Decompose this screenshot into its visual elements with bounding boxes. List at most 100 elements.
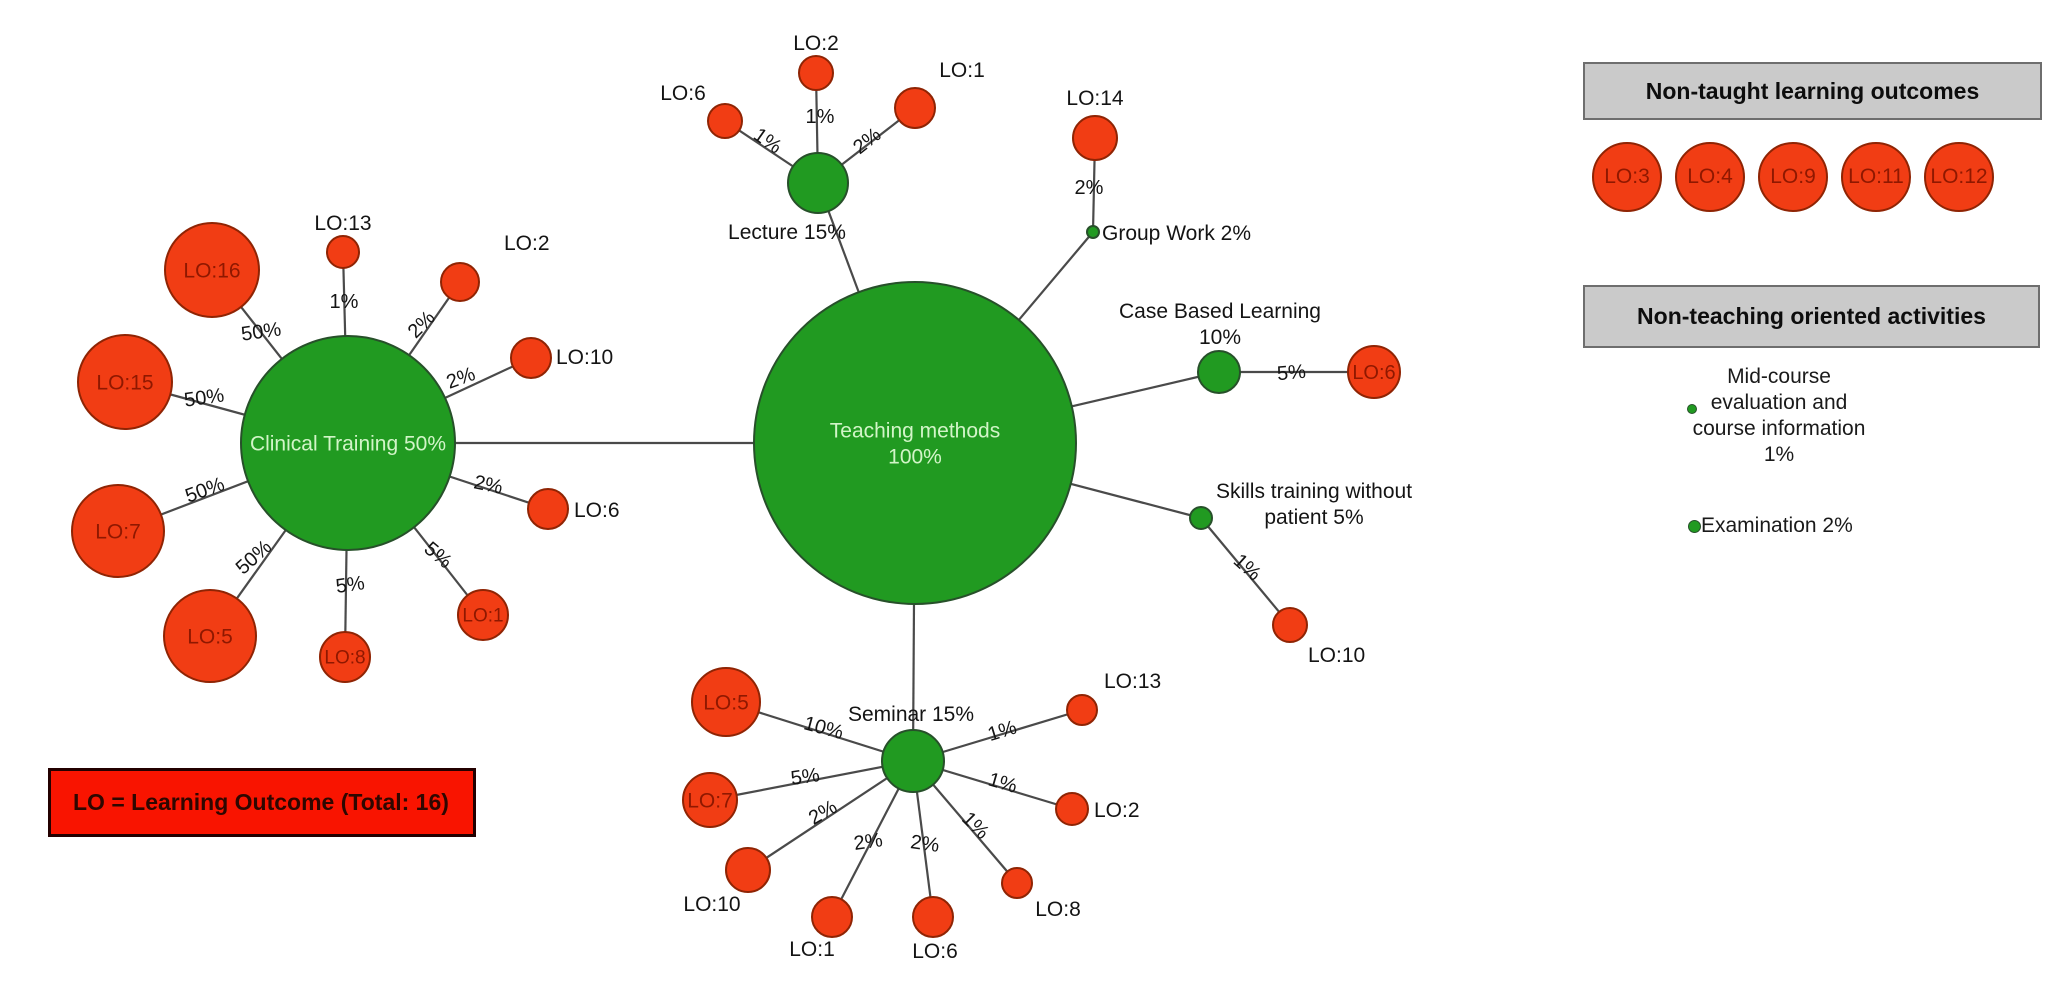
non-taught-outcome-circle: LO:4	[1675, 142, 1745, 212]
label-m6: LO:6	[912, 940, 958, 963]
node-c13	[326, 235, 360, 269]
edge-label-cbl-b6: 5%	[1276, 361, 1307, 385]
non-taught-outcome-circle: LO:3	[1592, 142, 1662, 212]
edge-label-lecture-l6: 1%	[749, 124, 785, 159]
label-c2: LO:2	[504, 232, 550, 255]
label-c5: LO:5	[187, 625, 233, 648]
edge-label-seminar-m7: 5%	[789, 764, 821, 790]
label-c7: LO:7	[95, 520, 141, 543]
label-m2: LO:2	[1094, 799, 1140, 822]
label-m1: LO:1	[789, 938, 835, 961]
node-c5	[163, 589, 257, 683]
label-c1: LO:1	[462, 606, 503, 627]
label-m8: LO:8	[1035, 898, 1081, 921]
examination-label: Examination 2%	[1701, 514, 1853, 537]
non-taught-outcome-label: LO:9	[1770, 165, 1816, 188]
label-m13: LO:13	[1104, 670, 1161, 693]
node-c15	[77, 334, 173, 430]
midcourse-line: course information	[1692, 417, 1866, 440]
legend-box: LO = Learning Outcome (Total: 16)	[48, 768, 476, 837]
non-taught-title: Non-taught learning outcomes	[1645, 77, 1980, 104]
non-taught-outcome-label: LO:11	[1848, 165, 1904, 188]
node-c16	[164, 222, 260, 318]
node-l6	[707, 103, 743, 139]
non-taught-outcome-circle: LO:12	[1924, 142, 1994, 212]
node-clinical	[240, 335, 456, 551]
label-l6: LO:6	[660, 82, 706, 105]
non-taught-outcome-circle: LO:9	[1758, 142, 1828, 212]
node-m6	[912, 896, 954, 938]
edge-label-lecture-l2: 1%	[806, 106, 835, 128]
edge-label-seminar-m6: 2%	[909, 831, 941, 857]
label-c10: LO:10	[556, 346, 613, 369]
edge-skills-s10	[1200, 517, 1291, 626]
edge-label-groupwork-g14: 2%	[1075, 177, 1104, 199]
node-g14	[1072, 115, 1118, 161]
node-c10	[510, 337, 552, 379]
midcourse-line: Mid-course	[1727, 365, 1831, 388]
edge-label-clinical-c10: 2%	[444, 363, 479, 394]
non-taught-outcome-circle: LO:11	[1841, 142, 1911, 212]
label-teaching: Teaching methods 100%	[830, 419, 1000, 468]
label-g14: LO:14	[1066, 87, 1124, 110]
edge-label-clinical-c6: 2%	[472, 471, 505, 499]
node-c6	[527, 488, 569, 530]
non-taught-outcome-label: LO:4	[1687, 165, 1733, 188]
examination-dot-icon	[1688, 520, 1701, 533]
label-m10: LO:10	[683, 893, 740, 916]
node-skills	[1189, 506, 1213, 530]
node-m5	[691, 667, 761, 737]
edge-label-clinical-c8: 5%	[334, 572, 366, 598]
non-taught-outcomes-row: LO:3 LO:4 LO:9 LO:11 LO:12	[1592, 142, 1994, 212]
label-groupwork: Group Work 2%	[1102, 222, 1251, 245]
edge-label-clinical-c16: 50%	[240, 318, 283, 345]
label-m7: LO:7	[687, 789, 733, 812]
label-l1: LO:1	[939, 59, 985, 82]
label-m5: LO:5	[703, 691, 749, 714]
node-c8	[319, 631, 371, 683]
node-b6	[1347, 345, 1401, 399]
non-taught-outcome-label: LO:3	[1604, 165, 1650, 188]
node-m13	[1066, 694, 1098, 726]
label-b6: LO:6	[1352, 362, 1395, 384]
label-l2: LO:2	[793, 32, 839, 55]
label-clinical: Clinical Training 50%	[250, 432, 446, 455]
edge-label-seminar-m5: 10%	[801, 712, 846, 744]
edge-label-seminar-m2: 1%	[986, 769, 1020, 798]
label-seminar: Seminar 15%	[848, 703, 974, 726]
label-lecture: Lecture 15%	[728, 221, 846, 244]
node-l2	[798, 55, 834, 91]
label-s10: LO:10	[1308, 644, 1365, 667]
node-teaching	[753, 281, 1077, 605]
label-c13: LO:13	[314, 212, 371, 235]
edge-seminar-m7	[709, 759, 914, 802]
edge-label-clinical-c2: 2%	[404, 307, 440, 343]
node-m8	[1001, 867, 1033, 899]
label-c15: LO:15	[96, 371, 153, 394]
edge-label-seminar-m10: 2%	[805, 796, 841, 830]
activity-midcourse: Mid-course evaluation and course informa…	[1666, 364, 1892, 468]
label-c8: LO:8	[324, 648, 365, 669]
non-taught-header: Non-taught learning outcomes	[1583, 62, 2042, 120]
node-m1	[811, 896, 853, 938]
non-taught-outcome-label: LO:12	[1930, 165, 1988, 188]
label-c6: LO:6	[574, 499, 620, 522]
node-m7	[682, 772, 738, 828]
node-lecture	[787, 152, 849, 214]
midcourse-dot-icon	[1687, 404, 1697, 414]
node-seminar	[881, 729, 945, 793]
label-c16: LO:16	[183, 259, 240, 282]
node-c1	[457, 589, 509, 641]
midcourse-line: 1%	[1763, 443, 1795, 466]
node-groupwork	[1086, 225, 1100, 239]
edge-seminar-m10	[747, 760, 914, 871]
edge-label-seminar-m1: 2%	[852, 829, 884, 855]
non-teaching-title: Non-teaching oriented activities	[1637, 303, 1986, 329]
label-skills: Skills training without patient 5%	[1216, 480, 1412, 529]
node-s10	[1272, 607, 1308, 643]
edge-label-seminar-m8: 1%	[957, 808, 993, 844]
edge-label-clinical-c13: 1%	[330, 291, 359, 313]
midcourse-line: evaluation and	[1710, 391, 1848, 414]
